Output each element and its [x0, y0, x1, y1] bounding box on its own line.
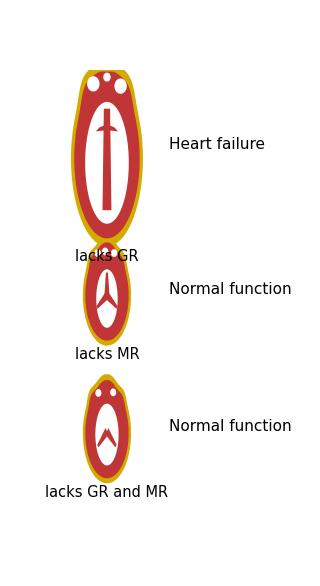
Text: Normal function: Normal function: [169, 282, 292, 297]
Polygon shape: [71, 63, 143, 246]
Polygon shape: [102, 108, 111, 210]
Polygon shape: [104, 123, 118, 131]
Polygon shape: [96, 292, 108, 309]
Polygon shape: [83, 237, 131, 346]
Polygon shape: [106, 292, 117, 309]
Polygon shape: [85, 102, 129, 224]
Polygon shape: [110, 389, 116, 396]
Polygon shape: [95, 404, 119, 465]
Polygon shape: [87, 76, 100, 91]
Polygon shape: [85, 380, 129, 478]
Polygon shape: [83, 374, 131, 483]
Text: Normal function: Normal function: [169, 420, 292, 434]
Polygon shape: [111, 249, 117, 257]
Polygon shape: [104, 272, 109, 295]
Text: lacks GR and MR: lacks GR and MR: [45, 485, 169, 500]
Polygon shape: [96, 123, 110, 131]
Text: lacks GR: lacks GR: [75, 248, 139, 264]
Polygon shape: [85, 243, 129, 340]
Polygon shape: [97, 428, 108, 448]
Polygon shape: [102, 247, 108, 255]
Polygon shape: [74, 71, 140, 239]
Polygon shape: [96, 270, 118, 328]
Polygon shape: [103, 73, 111, 81]
Text: lacks MR: lacks MR: [75, 347, 139, 362]
Polygon shape: [95, 389, 101, 397]
Polygon shape: [115, 79, 127, 94]
Polygon shape: [94, 249, 101, 257]
Text: Heart failure: Heart failure: [169, 137, 265, 152]
Polygon shape: [106, 428, 116, 448]
